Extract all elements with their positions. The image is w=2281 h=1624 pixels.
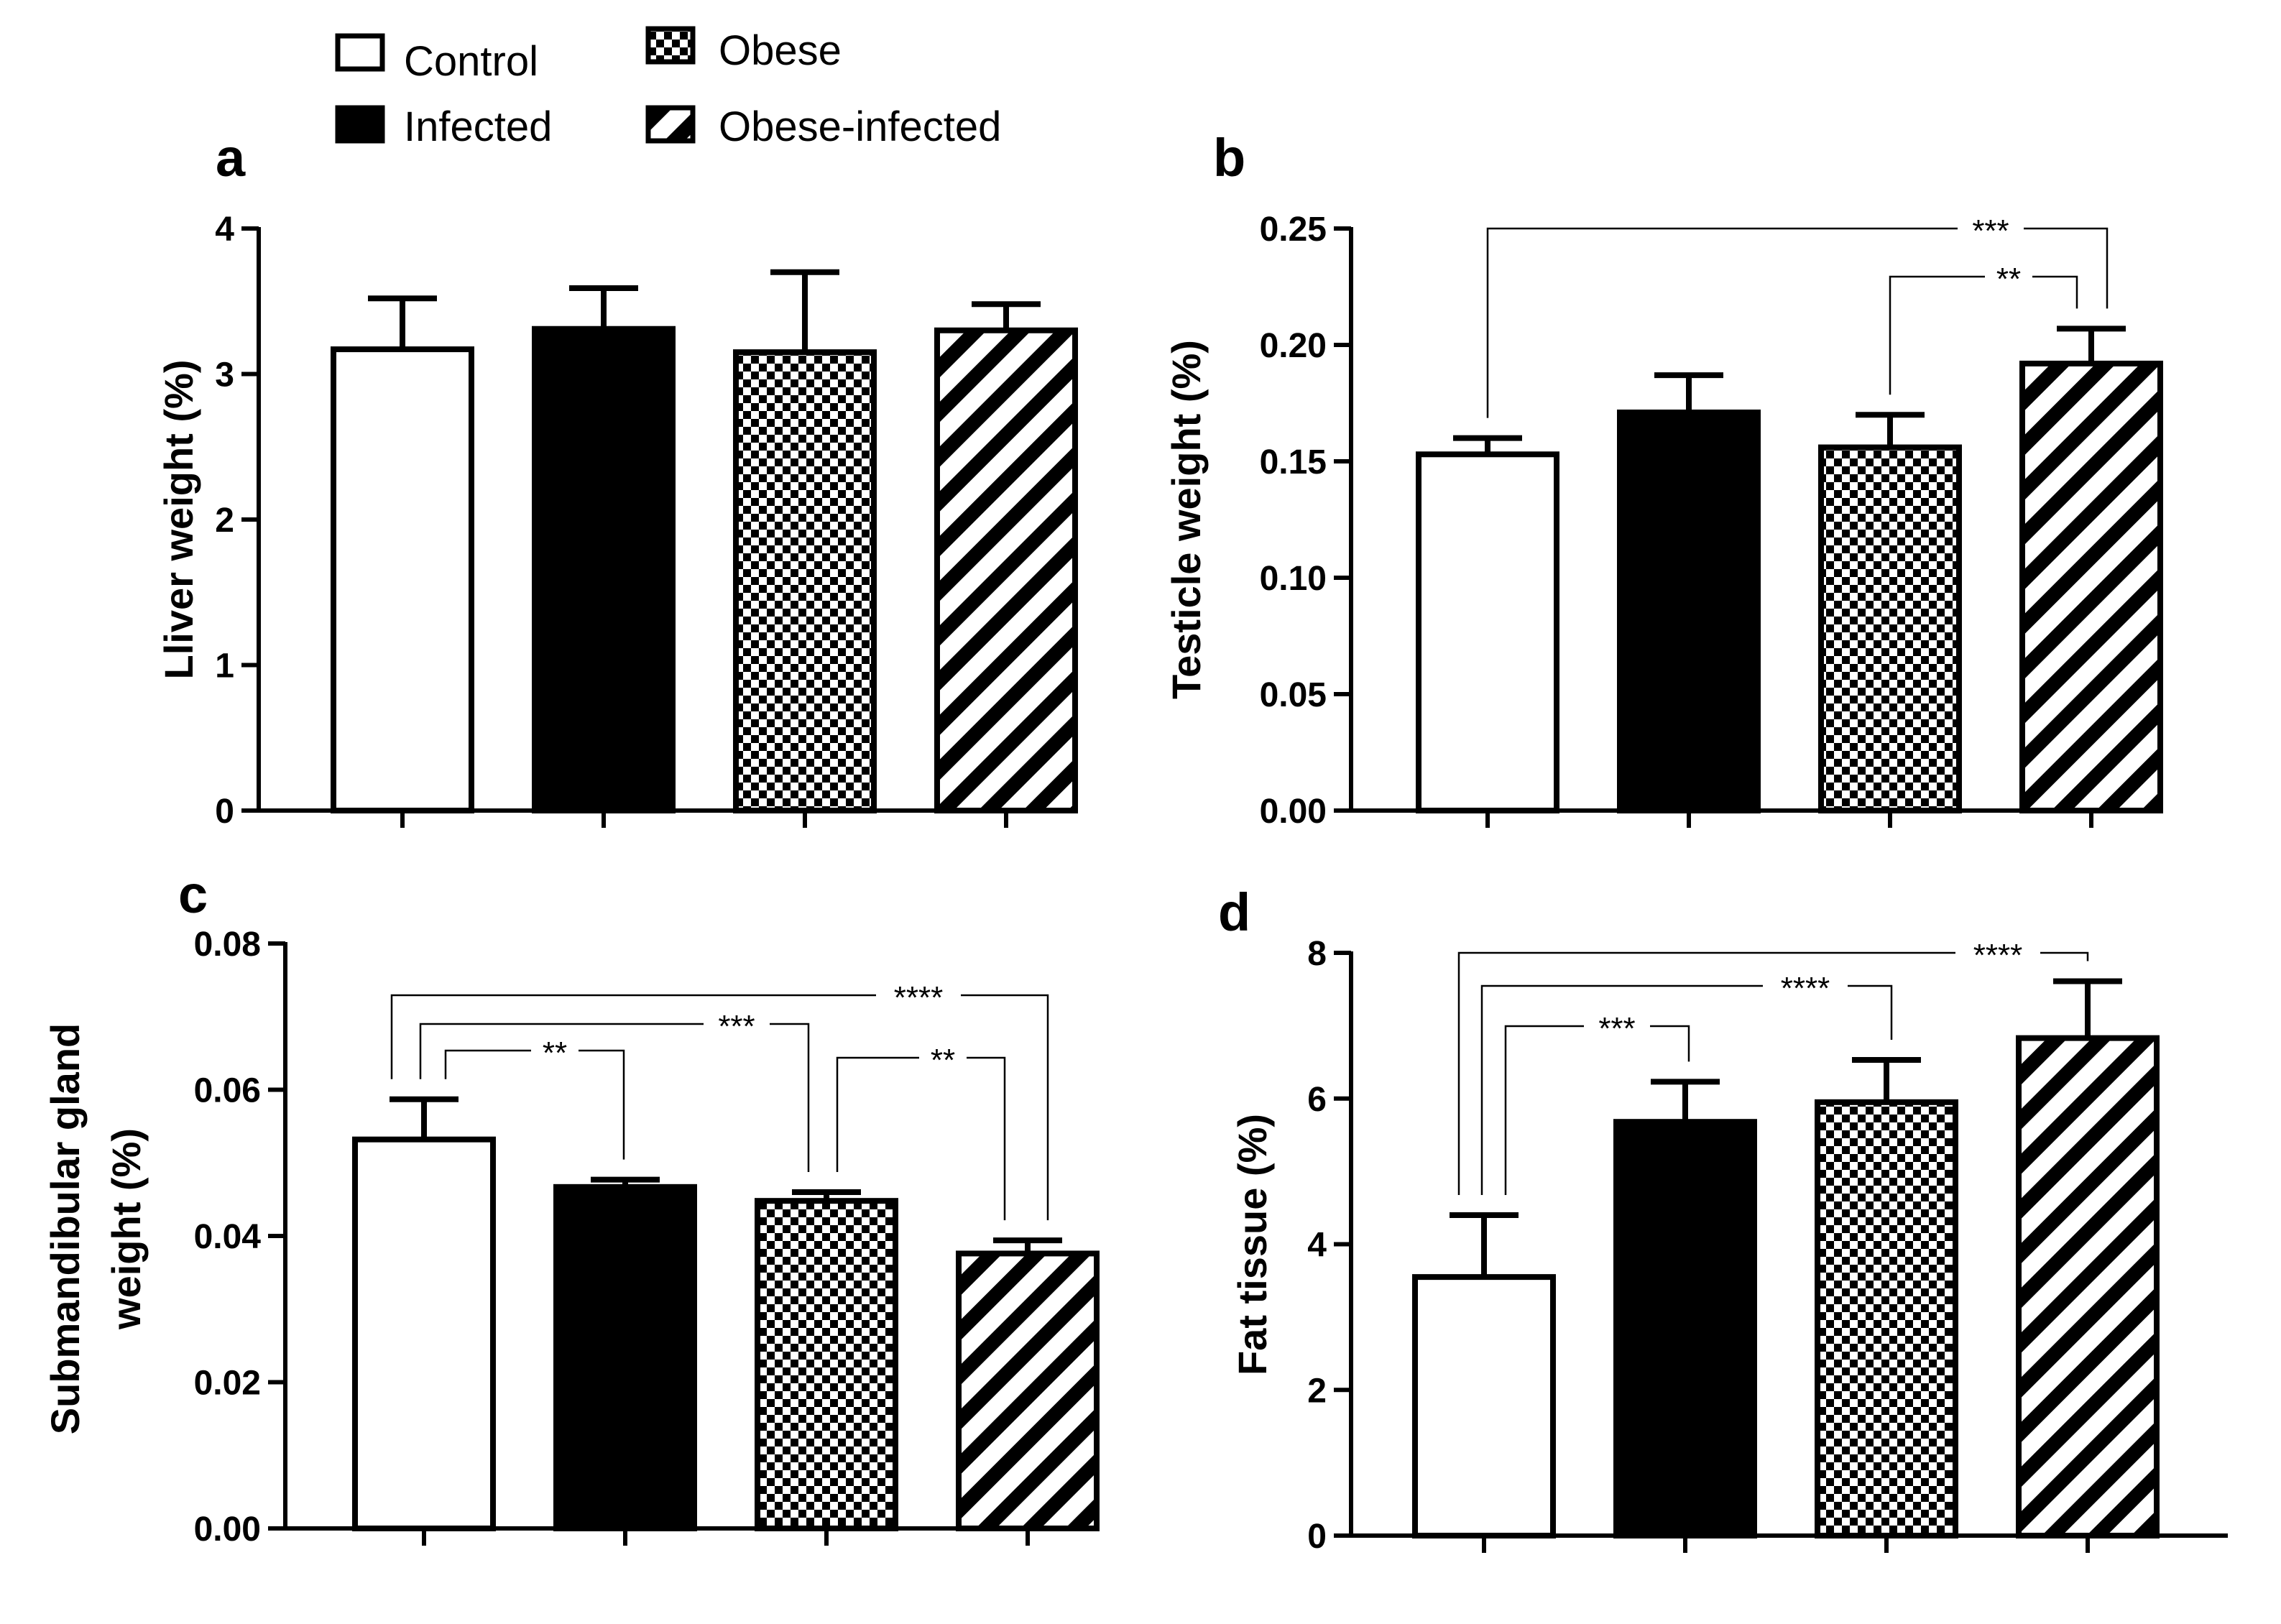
significance-label-bg <box>919 1051 967 1065</box>
y-tick-label: 0.02 <box>194 1365 261 1403</box>
legend-label-obese-infected: Obese-infected <box>719 103 1001 150</box>
bar-infected <box>1617 409 1761 813</box>
panel-a-chart: a Lliver weight (%) 0 1 2 3 4 <box>156 128 1078 831</box>
y-tick-label: 0.10 <box>1260 560 1327 598</box>
legend: Control Infected Obese Obese-infected <box>335 26 1001 150</box>
bar-obese-infected <box>956 1250 1100 1532</box>
significance-label-bg <box>1985 269 2032 284</box>
significance-bracket <box>836 1056 1006 1221</box>
y-tick-label: 0 <box>1307 1518 1327 1556</box>
significance-bracket <box>1480 984 1893 1195</box>
legend-swatch-infected <box>335 105 385 144</box>
significance-label-bg <box>704 1017 770 1031</box>
significance-label: **** <box>1973 938 2023 973</box>
legend-swatch-obese-infected <box>645 105 696 144</box>
y-tick-label: 6 <box>1307 1081 1327 1119</box>
y-axis-title: Lliver weight (%) <box>156 360 201 680</box>
legend-label-obese: Obese <box>719 27 842 74</box>
significance-label-bg <box>876 988 961 1002</box>
bar-control <box>331 346 474 813</box>
significance-bracket <box>390 994 1049 1221</box>
y-tick-label: 0.25 <box>1260 211 1327 249</box>
bar-obese <box>733 349 877 813</box>
significance-label-bg <box>1958 221 2024 236</box>
y-tick-label: 1 <box>215 647 234 686</box>
bar-obese-infected <box>2016 1035 2160 1538</box>
panel-b-chart: b Testicle weight (%) 0.00 0.05 0.10 0.15 0.20… <box>1163 128 2163 831</box>
panel-label-a: a <box>216 128 246 188</box>
panel-label-d: d <box>1218 882 1250 942</box>
legend-label-control: Control <box>404 38 538 85</box>
panel-label-c: c <box>178 864 208 924</box>
bar-obese <box>755 1198 898 1532</box>
significance-label: *** <box>1598 1011 1635 1046</box>
y-tick-label: 2 <box>1307 1372 1327 1410</box>
significance-label: ** <box>931 1043 955 1078</box>
y-tick-label: 0.15 <box>1260 443 1327 481</box>
y-tick-label: 0.05 <box>1260 676 1327 714</box>
y-tick-label: 4 <box>1307 1227 1327 1265</box>
bar-control <box>1416 451 1559 814</box>
bar-control <box>352 1136 496 1531</box>
y-tick-label: 3 <box>215 356 234 395</box>
legend-item-control: Control <box>335 33 538 85</box>
significance-bracket <box>1457 951 2089 1195</box>
y-axis-title: Fat tissue (%) <box>1230 1114 1275 1375</box>
y-tick-label: 0.04 <box>194 1218 262 1256</box>
y-tick-label: 0.20 <box>1260 327 1327 365</box>
y-axis-title-line-2: weight (%) <box>103 1128 149 1330</box>
significance-label: **** <box>894 980 944 1015</box>
legend-item-infected: Infected <box>335 103 552 150</box>
significance-label: ** <box>1996 262 2021 297</box>
significance-bracket <box>1889 275 2078 395</box>
panel-c-chart: c Submandibular gland weight (%) 0.00 0.02 0.… <box>42 864 1100 1549</box>
y-tick-label: 0 <box>215 793 234 831</box>
bar-obese-infected <box>934 327 1078 813</box>
significance-label: ** <box>543 1035 567 1071</box>
bar-obese-infected <box>2019 360 2163 814</box>
y-tick-label: 2 <box>215 502 234 540</box>
legend-swatch-obese <box>645 26 696 65</box>
bar-infected <box>553 1184 697 1531</box>
bar-obese <box>1815 1099 1958 1538</box>
legend-label-infected: Infected <box>404 103 552 150</box>
significance-label: **** <box>1781 971 1830 1006</box>
y-tick-label: 8 <box>1307 935 1327 973</box>
panel-label-b: b <box>1213 128 1245 188</box>
y-axis-title-line-1: Submandibular gland <box>42 1023 88 1434</box>
bar-infected <box>1613 1119 1757 1538</box>
significance-label-bg <box>1584 1019 1650 1033</box>
y-tick-label: 0.08 <box>194 926 261 964</box>
y-tick-label: 0.06 <box>194 1072 261 1110</box>
legend-item-obese: Obese <box>645 26 842 74</box>
significance-label-bg <box>531 1043 579 1058</box>
bar-obese <box>1818 444 1962 813</box>
significance-bracket <box>419 1023 810 1172</box>
y-tick-label: 0.00 <box>1260 793 1327 831</box>
y-axis-title: Testicle weight (%) <box>1163 340 1209 699</box>
significance-bracket <box>1486 227 2109 418</box>
legend-item-obese-infected: Obese-infected <box>645 103 1001 150</box>
y-tick-label: 4 <box>215 211 234 249</box>
significance-label-bg <box>1955 946 2040 960</box>
y-tick-label: 0.00 <box>194 1510 261 1549</box>
significance-label: *** <box>1972 213 2009 249</box>
bar-infected <box>532 326 676 814</box>
bar-control <box>1412 1274 1556 1539</box>
legend-swatch-control <box>335 33 385 72</box>
significance-label-bg <box>1763 979 1848 993</box>
significance-label: *** <box>718 1009 755 1044</box>
